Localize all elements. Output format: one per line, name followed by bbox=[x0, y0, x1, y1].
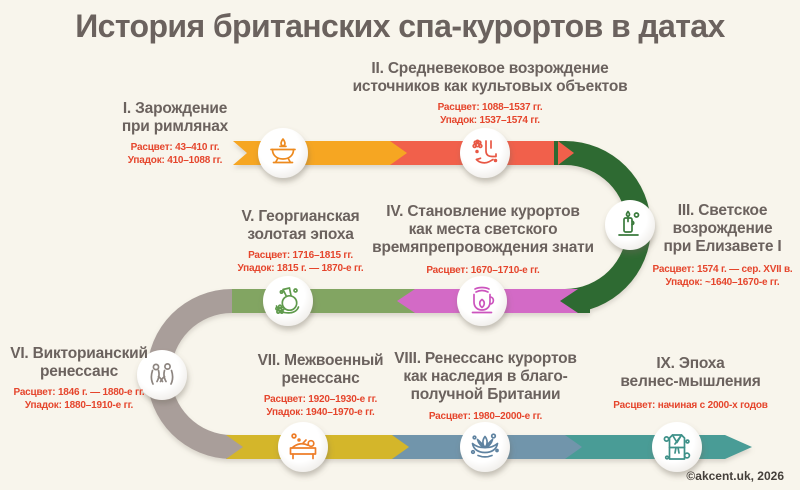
stage-4-dates: Расцвет: 1670–1710-е гг. bbox=[368, 264, 598, 277]
stage-5-decline: Упадок: 1815 г. — 1870-е гг. bbox=[237, 262, 364, 274]
spa-people-icon bbox=[150, 363, 174, 385]
stage-8-flourish: Расцвет: 1980–2000-е гг. bbox=[428, 410, 543, 422]
stage-5-heading: V. Георгианская золотая эпоха bbox=[241, 208, 360, 243]
lotus-icon bbox=[470, 433, 499, 458]
stage-5-text: V. Георгианская золотая эпоха Расцвет: 1… bbox=[203, 208, 398, 275]
stage-3-text: III. Светское возрождение при Елизавете … bbox=[645, 202, 800, 289]
segment-stage-3-tip bbox=[560, 289, 590, 313]
stage-4-text: IV. Становление курортов как места светс… bbox=[368, 203, 598, 277]
stage-7-heading: VII. Межвоенный ренессанс bbox=[257, 352, 384, 387]
segment-stage-5 bbox=[232, 289, 415, 313]
stage-3-decline: Упадок: ~1640–1670-е гг. bbox=[665, 276, 780, 288]
stage-6-dates: Расцвет: 1846 г. — 1880-е гг. Упадок: 18… bbox=[0, 386, 158, 412]
stage-1-decline: Упадок: 410–1088 гг. bbox=[127, 154, 223, 166]
stage-1-flourish: Расцвет: 43–410 гг. bbox=[130, 141, 220, 153]
stage-9-dates: Расцвет: начиная с 2000-х годов bbox=[598, 399, 783, 412]
stage-3-dates: Расцвет: 1574 г. — сер. XVII в. Упадок: … bbox=[645, 263, 800, 289]
stage-2-decline: Упадок: 1537–1574 гг. bbox=[440, 114, 540, 126]
stage-3-heading: III. Светское возрождение при Елизавете … bbox=[663, 202, 782, 255]
stage-2-flourish: Расцвет: 1088–1537 гг. bbox=[437, 101, 543, 113]
stage-5-dates: Расцвет: 1716–1815 гг. Упадок: 1815 г. —… bbox=[203, 249, 398, 275]
stage-7-text: VII. Межвоенный ренессанс Расцвет: 1920–… bbox=[228, 352, 413, 419]
stage-4-heading: IV. Становление курортов как места светс… bbox=[372, 203, 594, 256]
foot-massage-icon bbox=[472, 139, 498, 164]
flask-icon bbox=[275, 287, 300, 314]
segment-stage-8-tip bbox=[565, 435, 582, 459]
bathrobe-icon bbox=[663, 434, 691, 460]
teacup-icon bbox=[471, 286, 495, 314]
stage-8-dates: Расцвет: 1980–2000-е гг. bbox=[383, 410, 588, 423]
stage-7-flourish: Расцвет: 1920–1930-е гг. bbox=[263, 393, 378, 405]
page-title: История британских спа-курортов в датах bbox=[75, 8, 725, 44]
stage-7-decline: Упадок: 1940–1970-е гг. bbox=[266, 406, 375, 418]
stage-9-text: IX. Эпоха велнес-мышления Расцвет: начин… bbox=[598, 355, 783, 412]
segment-stage-6-tip bbox=[226, 435, 243, 459]
stage-6-decline: Упадок: 1880–1910-е гг. bbox=[24, 399, 134, 411]
segment-stage-6 bbox=[147, 289, 232, 459]
stage-3-flourish: Расцвет: 1574 г. — сер. XVII в. bbox=[652, 263, 793, 275]
segment-stage-2-tip bbox=[558, 141, 574, 165]
stage-8-text: VIII. Ренессанс курортов как наследия в … bbox=[383, 350, 588, 423]
stage-1-badge bbox=[258, 128, 308, 178]
massage-table-icon bbox=[289, 433, 317, 460]
segment-stage-7-tip bbox=[392, 435, 409, 459]
timeline-path bbox=[147, 141, 752, 459]
stage-6-heading: VI. Викторианский ренессанс bbox=[10, 345, 148, 380]
stage-9-heading: IX. Эпоха велнес-мышления bbox=[620, 355, 761, 390]
stage-9-flourish: Расцвет: начиная с 2000-х годов bbox=[613, 399, 768, 411]
stage-1-heading: I. Зарождение при римлянах bbox=[121, 100, 229, 135]
stage-7-badge bbox=[278, 422, 328, 472]
stage-2-dates: Расцвет: 1088–1537 гг. Упадок: 1537–1574… bbox=[335, 101, 645, 127]
stage-6-text: VI. Викторианский ренессанс Расцвет: 184… bbox=[0, 345, 158, 412]
stage-2-heading: II. Средневековое возрождение источников… bbox=[352, 60, 628, 95]
stage-6-flourish: Расцвет: 1846 г. — 1880-е гг. bbox=[13, 386, 145, 398]
copyright-note: ©akcent.uk, 2026 bbox=[686, 469, 784, 483]
candle-icon bbox=[618, 210, 640, 236]
stage-7-dates: Расцвет: 1920–1930-е гг. Упадок: 1940–19… bbox=[228, 393, 413, 419]
segment-stage-3 bbox=[558, 141, 651, 313]
stage-4-badge bbox=[457, 276, 507, 326]
stage-2-text: II. Средневековое возрождение источников… bbox=[335, 60, 645, 127]
stage-1-text: I. Зарождение при римлянах Расцвет: 43–4… bbox=[70, 100, 280, 167]
stage-5-badge bbox=[263, 276, 313, 326]
stage-6-badge bbox=[137, 350, 187, 400]
stage-3-badge bbox=[605, 200, 655, 250]
stage-8-heading: VIII. Ренессанс курортов как наследия в … bbox=[394, 350, 577, 403]
oil-lamp-icon bbox=[270, 138, 296, 164]
stage-badges bbox=[137, 128, 702, 472]
stage-1-dates: Расцвет: 43–410 гг. Упадок: 410–1088 гг. bbox=[70, 141, 280, 167]
stage-2-badge bbox=[460, 128, 510, 178]
stage-4-flourish: Расцвет: 1670–1710-е гг. bbox=[426, 264, 540, 276]
stage-5-flourish: Расцвет: 1716–1815 гг. bbox=[248, 249, 353, 261]
